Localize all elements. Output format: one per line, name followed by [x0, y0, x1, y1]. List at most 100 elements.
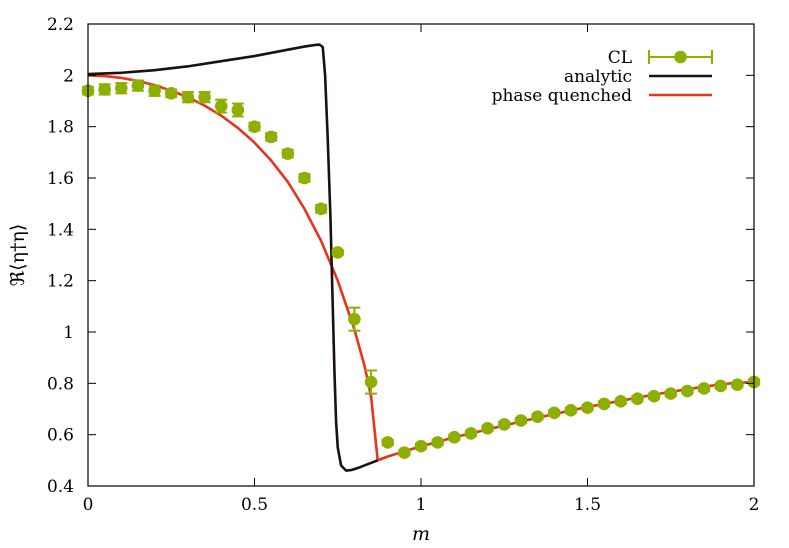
cl-marker: [148, 84, 161, 98]
cl-point: [481, 421, 494, 435]
legend-label: analytic: [564, 67, 632, 87]
y-axis-label: ℜ⟨η†η⟩: [7, 224, 29, 287]
cl-marker: [448, 430, 461, 444]
cl-point: [98, 83, 111, 96]
cl-marker: [115, 81, 128, 95]
legend-label: CL: [608, 48, 632, 68]
cl-point: [198, 90, 211, 104]
cl-point: [314, 202, 328, 216]
cl-point: [414, 439, 428, 453]
cl-marker: [181, 90, 195, 104]
cl-marker: [464, 427, 478, 440]
cl-marker: [597, 397, 611, 411]
cl-point: [681, 384, 694, 398]
cl-marker: [681, 384, 694, 398]
y-tick-label: 1.6: [47, 169, 74, 189]
cl-point: [547, 406, 561, 420]
cl-marker: [381, 436, 395, 449]
cl-point: [731, 378, 744, 391]
cl-marker: [514, 414, 528, 427]
cl-point: [431, 436, 444, 449]
cl-marker: [248, 120, 261, 133]
cl-point: [614, 395, 628, 408]
cl-point: [497, 418, 511, 431]
cl-point: [348, 306, 361, 332]
y-tick-label: 0.8: [47, 374, 74, 394]
y-tick-label: 2.2: [47, 15, 74, 35]
cl-point: [181, 90, 195, 104]
cl-point: [581, 401, 594, 415]
cl-marker: [581, 401, 594, 415]
y-tick-label: 1.8: [47, 118, 74, 138]
cl-point: [531, 410, 544, 424]
cl-point: [697, 382, 711, 395]
cl-marker: [231, 103, 245, 117]
cl-marker: [214, 99, 228, 113]
cl-point: [298, 171, 311, 185]
cl-point: [131, 79, 145, 92]
y-tick-label: 2: [63, 66, 74, 86]
cl-marker: [414, 439, 428, 453]
cl-marker: [731, 378, 744, 391]
cl-point: [647, 389, 661, 403]
cl-marker: [631, 392, 644, 406]
cl-point: [164, 87, 178, 100]
x-axis-label: m: [412, 523, 430, 545]
y-tick-label: 0.6: [47, 426, 74, 446]
cl-point: [514, 414, 528, 427]
cl-marker: [564, 403, 578, 417]
cl-point: [597, 397, 611, 411]
cl-marker: [664, 387, 678, 400]
y-tick-label: 1.4: [47, 220, 74, 240]
cl-marker: [398, 446, 411, 459]
cl-point: [364, 369, 378, 395]
cl-marker: [198, 90, 211, 104]
y-tick-label: 1.2: [47, 272, 74, 292]
x-tick-label: 0: [83, 495, 94, 515]
cl-marker: [714, 379, 727, 393]
series-line-analytic: [87, 43, 379, 472]
x-tick-label: 0.5: [241, 495, 268, 515]
cl-marker: [697, 382, 711, 395]
y-tick-label: 0.4: [47, 477, 74, 497]
cl-marker: [531, 410, 544, 424]
cl-point: [248, 120, 261, 133]
y-tick-label: 1: [63, 323, 74, 343]
cl-marker: [431, 436, 444, 449]
legend-swatch-marker: [674, 50, 687, 64]
cl-point: [264, 130, 278, 144]
x-tick-label: 1: [416, 495, 427, 515]
cl-point: [331, 246, 345, 259]
legend-label: phase quenched: [492, 86, 633, 106]
cl-point: [564, 403, 578, 417]
cl-point: [631, 392, 644, 406]
cl-marker: [331, 246, 345, 259]
cl-marker: [364, 375, 378, 389]
x-tick-label: 2: [749, 495, 760, 515]
cl-marker: [314, 202, 328, 216]
axis-ticks: 0 0.5 1 1.5 2 0.4 0.6 0.8 1 1.2 1.4 1.6 1.8 2 2.2: [47, 15, 759, 515]
x-tick-label: 1.5: [574, 495, 601, 515]
cl-marker: [614, 395, 628, 408]
cl-point: [231, 102, 245, 118]
cl-marker: [164, 87, 178, 100]
cl-marker: [348, 312, 361, 326]
cl-marker: [131, 79, 145, 92]
cl-point: [664, 387, 678, 400]
cl-marker: [281, 147, 295, 160]
cl-point: [398, 446, 411, 459]
cl-marker: [98, 83, 111, 96]
cl-point: [281, 147, 295, 160]
cl-point: [448, 430, 461, 444]
cl-marker: [264, 130, 278, 144]
series-line-phase-quenched: [87, 74, 755, 462]
cl-point: [381, 436, 395, 449]
cl-marker: [481, 421, 494, 435]
cl-point: [464, 427, 478, 440]
cl-marker: [497, 418, 511, 431]
cl-marker: [298, 171, 311, 185]
cl-point: [214, 98, 228, 114]
plot-area: [81, 43, 761, 472]
